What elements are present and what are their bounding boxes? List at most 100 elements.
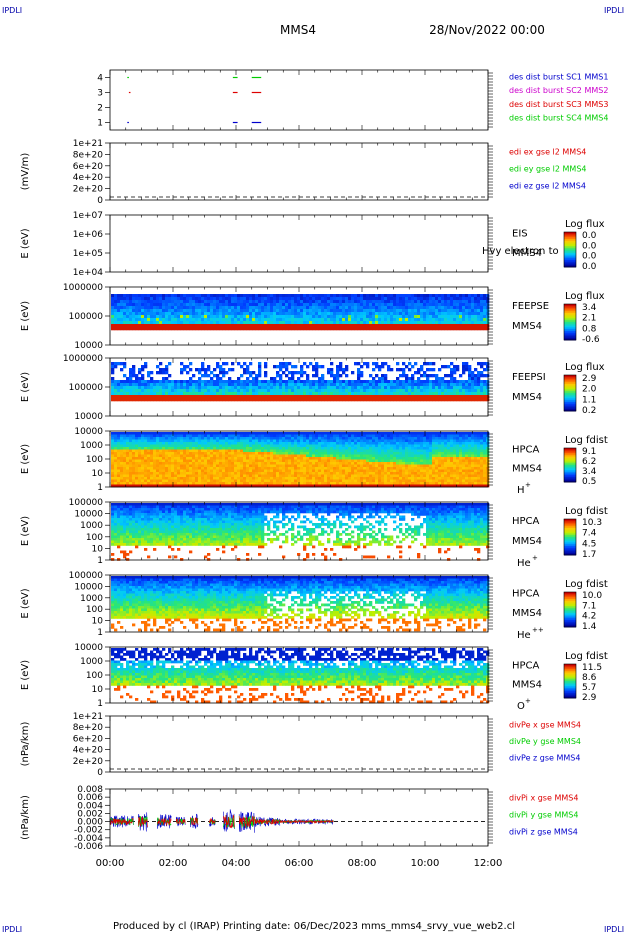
spectro-cell: [246, 297, 250, 301]
spectro-cell: [183, 442, 187, 445]
spectro-cell: [393, 294, 397, 298]
spectro-cell: [393, 437, 397, 440]
spectro-cell: [330, 362, 334, 366]
spectro-cell: [204, 398, 208, 402]
spectro-cell: [390, 444, 394, 448]
spectro-cell: [321, 444, 325, 448]
spectro-cell: [153, 306, 157, 310]
spectro-cell: [375, 437, 379, 440]
spectro-cell: [225, 434, 229, 438]
spectro-cell: [423, 315, 427, 319]
spectro-cell: [210, 312, 214, 316]
spectro-cell: [165, 368, 169, 372]
spectro-cell: [480, 312, 484, 316]
spectro-cell: [390, 454, 394, 458]
spectro-cell: [441, 315, 445, 319]
spectro-cell: [459, 312, 463, 316]
spectro-cell: [381, 374, 385, 378]
spectro-cell: [462, 389, 466, 393]
spectro-cell: [474, 312, 478, 316]
spectro-cell: [114, 392, 118, 396]
spectro-cell: [480, 294, 484, 298]
spectro-cell: [267, 457, 271, 460]
spectro-cell: [330, 437, 334, 440]
spectro-cell: [204, 447, 208, 450]
spectro-cell: [267, 432, 271, 435]
spectro-cell: [225, 306, 229, 310]
spectro-cell: [132, 371, 136, 375]
spectro-cell: [294, 452, 298, 455]
spectro-cell: [201, 374, 205, 378]
spectro-cell: [240, 386, 244, 390]
spectro-cell: [150, 398, 154, 402]
spectro-cell: [129, 395, 133, 399]
spectro-cell: [171, 444, 175, 448]
spectro-cell: [168, 383, 172, 387]
spectro-cell: [126, 442, 130, 445]
spectro-cell: [186, 462, 190, 465]
spectro-cell: [432, 294, 436, 298]
spectro-cell: [162, 392, 166, 396]
spectro-cell: [306, 321, 310, 325]
spectro-cell: [234, 327, 238, 331]
spectro-cell: [453, 449, 457, 453]
spectro-cell: [324, 300, 328, 304]
spectro-cell: [393, 447, 397, 450]
spectro-cell: [381, 324, 385, 328]
spectro-cell: [279, 464, 283, 468]
spectro-cell: [123, 449, 127, 453]
spectro-cell: [411, 327, 415, 331]
spectro-cell: [462, 368, 466, 372]
spectro-cell: [252, 371, 256, 375]
spectro-cell: [423, 362, 427, 366]
spectro-cell: [183, 303, 187, 307]
spectro-cell: [372, 309, 376, 313]
spectro-cell: [225, 312, 229, 316]
spectro-cell: [450, 398, 454, 402]
spectro-cell: [210, 371, 214, 375]
spectro-cell: [189, 437, 193, 440]
spectro-cell: [231, 462, 235, 465]
spectro-cell: [423, 459, 427, 463]
spectro-cell: [234, 300, 238, 304]
spectro-cell: [360, 447, 364, 450]
spectro-cell: [120, 434, 124, 438]
spectro-cell: [252, 380, 256, 384]
spectro-cell: [207, 392, 211, 396]
spectro-cell: [444, 303, 448, 307]
spectro-cell: [141, 383, 145, 387]
spectro-cell: [135, 309, 139, 313]
y-tick-label: 1: [97, 119, 103, 129]
spectro-cell: [273, 464, 277, 468]
spectro-cell: [411, 447, 415, 450]
spectro-cell: [288, 380, 292, 384]
spectro-cell: [273, 392, 277, 396]
spectro-cell: [408, 462, 412, 465]
spectro-cell: [213, 312, 217, 316]
spectro-cell: [159, 321, 163, 325]
spectro-cell: [171, 434, 175, 438]
spectro-cell: [132, 300, 136, 304]
spectro-cell: [363, 439, 367, 443]
spectro-cell: [417, 303, 421, 307]
spectro-cell: [381, 377, 385, 381]
spectro-cell: [189, 442, 193, 445]
spectro-cell: [246, 449, 250, 453]
spectro-cell: [180, 309, 184, 313]
spectro-cell: [159, 368, 163, 372]
spectro-cell: [465, 449, 469, 453]
spectro-cell: [321, 297, 325, 301]
spectro-cell: [483, 324, 487, 328]
spectro-cell: [390, 315, 394, 319]
spectro-cell: [195, 464, 199, 468]
spectro-cell: [426, 447, 430, 450]
spectro-cell: [210, 452, 214, 455]
spectro-cell: [336, 398, 340, 402]
spectro-cell: [261, 306, 265, 310]
y-tick-label: 2e+20: [73, 185, 104, 195]
spectro-cell: [456, 365, 460, 369]
spectro-cell: [417, 457, 421, 460]
spectro-cell: [219, 368, 223, 372]
spectro-cell: [447, 462, 451, 465]
spectro-cell: [297, 454, 301, 458]
